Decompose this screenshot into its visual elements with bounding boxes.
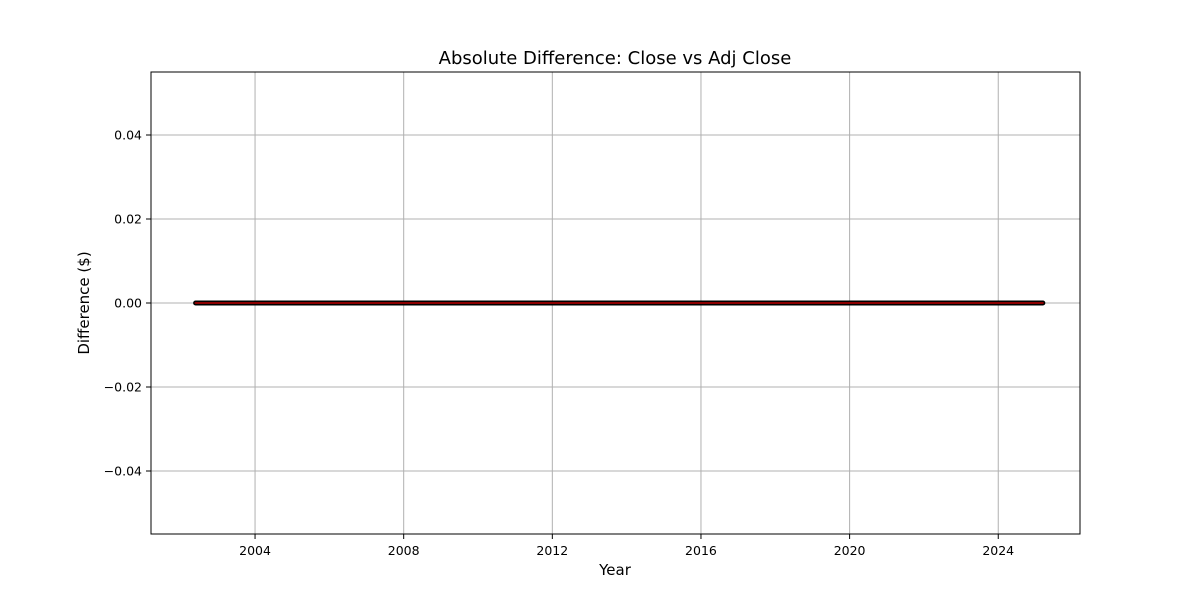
x-tick-label: 2008 — [388, 543, 420, 558]
x-tick-label: 2020 — [834, 543, 866, 558]
y-tick-label: −0.04 — [104, 464, 142, 479]
x-tick-label: 2024 — [982, 543, 1014, 558]
x-tick-label: 2012 — [536, 543, 568, 558]
y-axis-label: Difference ($) — [75, 251, 93, 354]
x-tick-label: 2016 — [685, 543, 717, 558]
x-tick-label: 2004 — [239, 543, 271, 558]
chart-title: Absolute Difference: Close vs Adj Close — [439, 48, 792, 69]
y-tick-label: −0.02 — [104, 380, 142, 395]
x-axis-label: Year — [598, 561, 632, 579]
y-tick-label: 0.02 — [114, 212, 142, 227]
y-tick-label: 0.04 — [114, 128, 142, 143]
y-tick-label: 0.00 — [114, 296, 142, 311]
ticks: 2004 2008 2012 2016 2020 2024 −0.04 −0.02 0.00 0.… — [104, 128, 1015, 559]
